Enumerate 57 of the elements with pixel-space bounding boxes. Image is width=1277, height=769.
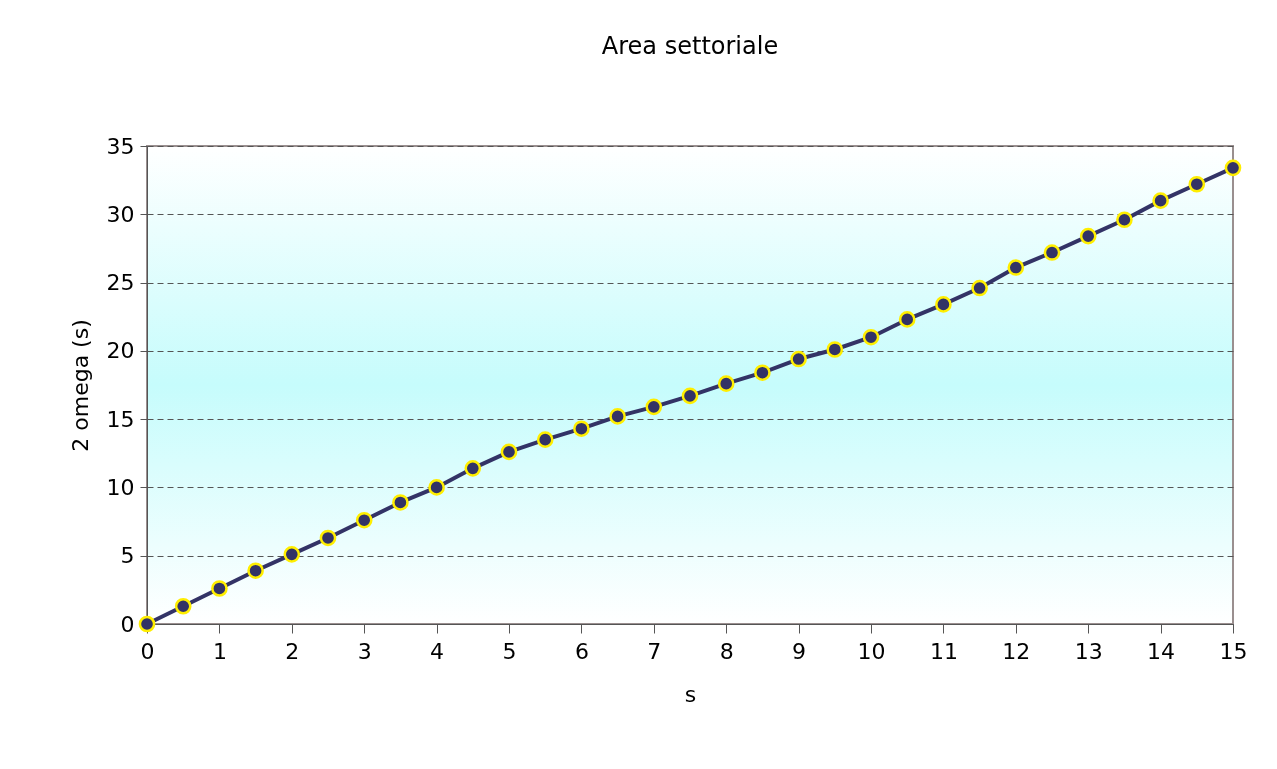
x-tick-label: 10 <box>857 638 886 664</box>
point <box>1043 244 1061 261</box>
y-tick-label: 15 <box>106 406 135 432</box>
x-tick-label: 9 <box>792 638 807 664</box>
point <box>573 420 590 438</box>
x-tick-label: 12 <box>1002 638 1031 664</box>
y-tick-label: 25 <box>106 270 135 296</box>
x-tick-label: 13 <box>1074 638 1103 664</box>
point <box>609 408 626 425</box>
point <box>754 364 771 382</box>
point <box>464 460 482 477</box>
x-tick-label: 11 <box>929 638 958 664</box>
y-axis-title: 2 omega (s) <box>67 319 93 452</box>
point <box>898 311 916 328</box>
point <box>862 328 880 346</box>
point <box>428 479 445 496</box>
x-tick-label: 5 <box>502 638 517 664</box>
point <box>645 398 663 416</box>
x-tick-label: 2 <box>285 638 300 664</box>
point <box>1188 175 1206 193</box>
x-tick-label: 0 <box>140 638 155 664</box>
y-tick-label: 0 <box>120 611 135 637</box>
point <box>1007 259 1025 276</box>
y-tick-label: 20 <box>106 338 135 364</box>
y-tick-label: 10 <box>106 474 135 500</box>
chart-title: Area settoriale <box>601 32 779 60</box>
point <box>500 443 518 461</box>
point <box>211 580 228 597</box>
x-tick-label: 6 <box>574 638 589 664</box>
point <box>717 375 735 392</box>
x-tick-label: 1 <box>212 638 227 664</box>
x-tick-label: 15 <box>1219 638 1248 664</box>
point <box>174 597 192 615</box>
x-tick-label: 8 <box>719 638 734 664</box>
x-tick-label: 4 <box>430 638 445 664</box>
y-tick-label: 30 <box>106 201 135 227</box>
x-tick-label: 3 <box>357 638 372 664</box>
point <box>935 296 952 313</box>
point <box>1152 192 1169 209</box>
point <box>536 431 554 448</box>
x-axis-title: s <box>684 681 697 707</box>
point <box>392 494 409 511</box>
point <box>790 350 807 368</box>
y-tick-label: 35 <box>106 133 135 159</box>
point <box>1079 227 1097 245</box>
point <box>319 529 337 547</box>
point <box>681 387 699 405</box>
point <box>826 341 844 358</box>
y-tick-label: 5 <box>120 543 135 569</box>
point <box>355 511 373 529</box>
point <box>247 562 264 580</box>
point <box>1224 159 1242 177</box>
x-tick-label: 14 <box>1147 638 1176 664</box>
point <box>283 546 301 563</box>
point <box>1116 211 1133 229</box>
point <box>971 279 988 297</box>
x-tick-label: 7 <box>647 638 662 664</box>
